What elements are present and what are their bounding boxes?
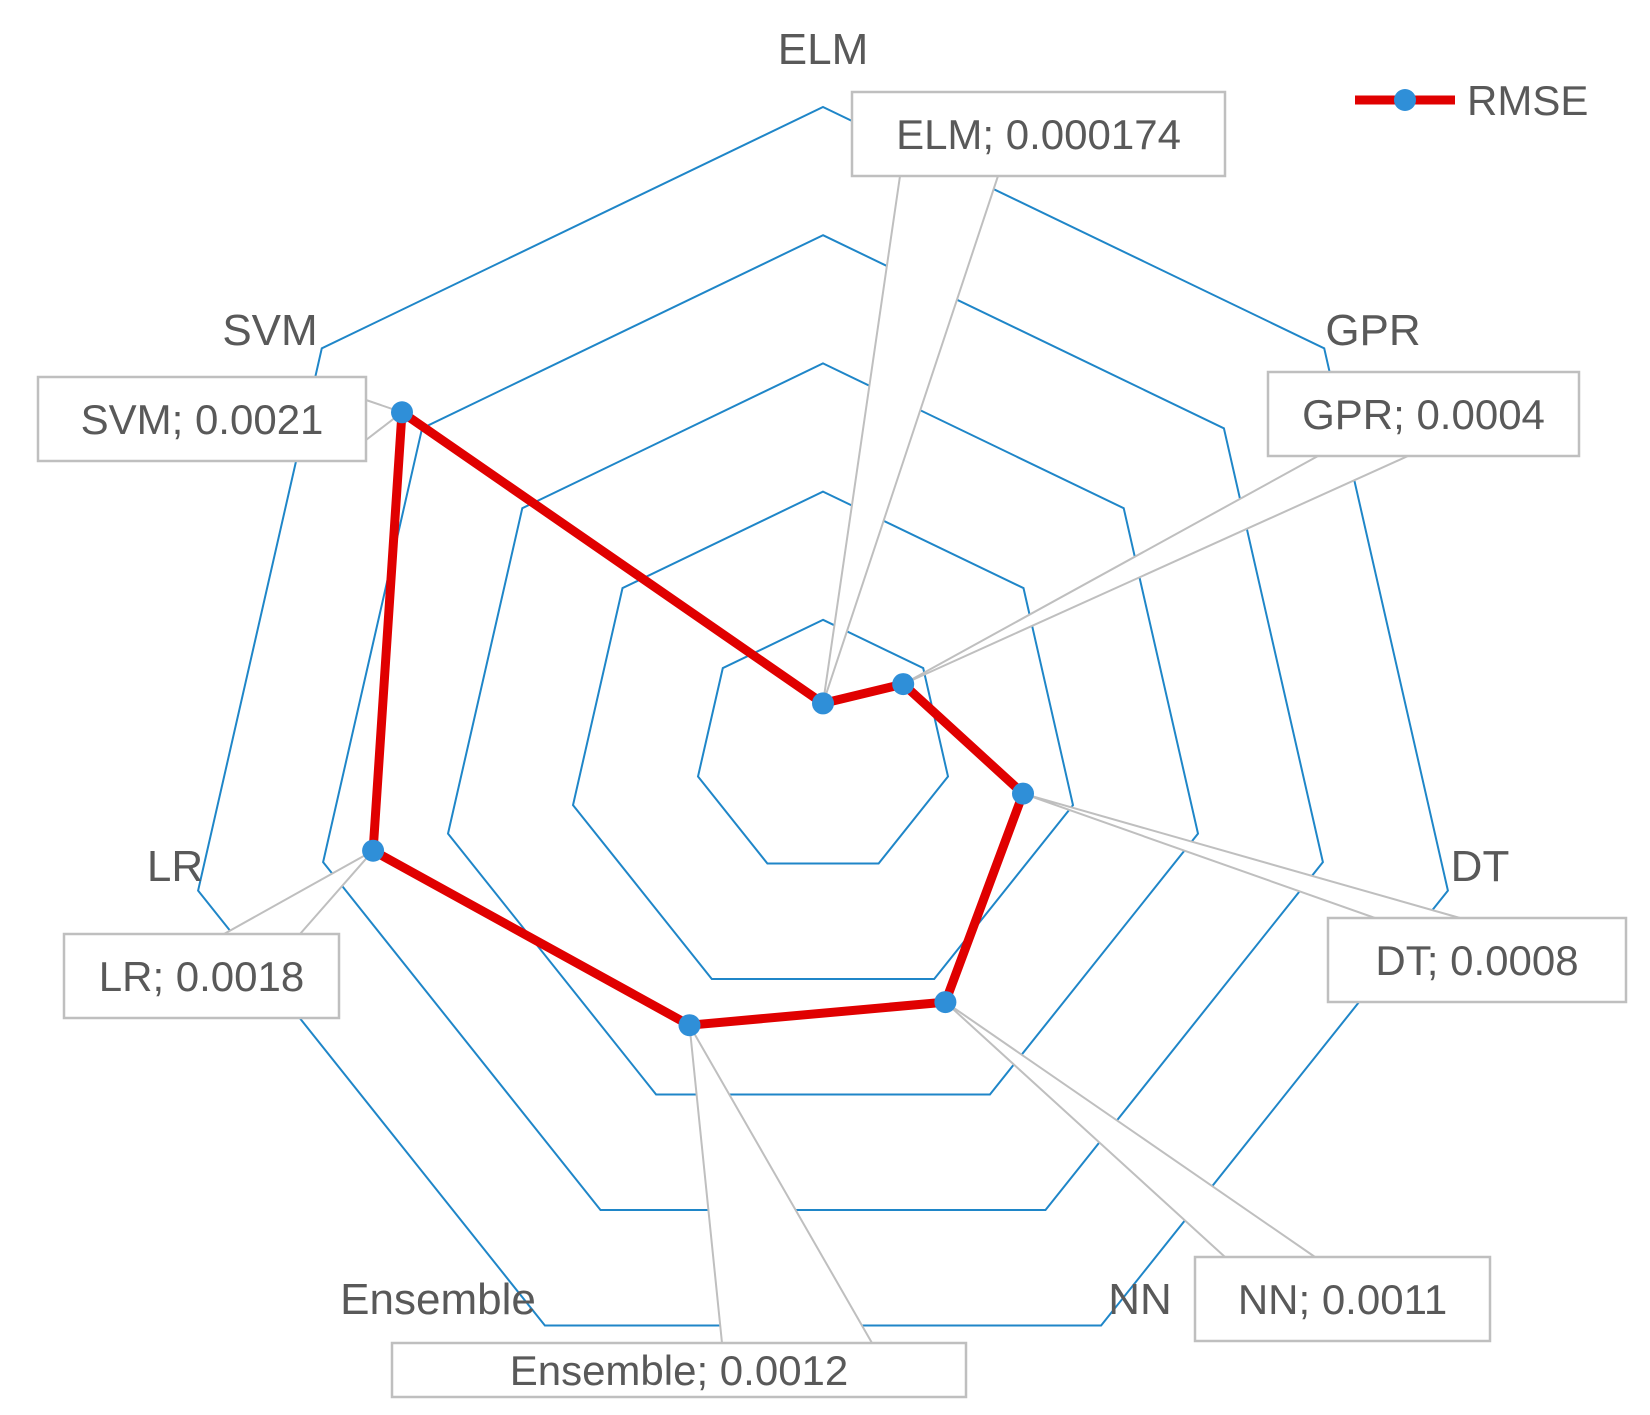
- data-point-svm: [391, 401, 413, 424]
- data-label-dt: DT; 0.0008: [1375, 937, 1578, 984]
- leader-nn: [944, 1001, 1319, 1258]
- data-label-box-gpr: [1266, 370, 1581, 458]
- axis-label-nn: NN: [1108, 1275, 1172, 1324]
- legend-marker: [1394, 89, 1416, 111]
- data-label-box-lr: [62, 932, 341, 1020]
- data-label-nn: NN; 0.0011: [1238, 1276, 1447, 1323]
- grid-ring-1: [696, 618, 950, 865]
- grid-ring-3: [446, 362, 1200, 1096]
- data-point-ensemble: [678, 1014, 701, 1037]
- data-point-nn: [934, 991, 957, 1014]
- axis-label-dt: DT: [1451, 842, 1510, 891]
- data-label-gpr: GPR; 0.0004: [1302, 391, 1545, 438]
- series-line-rmse: [368, 407, 1028, 1030]
- data-label-box-dt: [1326, 916, 1628, 1004]
- data-label-box-nn: [1193, 1255, 1492, 1343]
- data-label-ensemble: Ensemble; 0.0012: [510, 1347, 849, 1394]
- axis-label-gpr: GPR: [1325, 306, 1420, 355]
- data-label-elm: ELM; 0.000174: [896, 111, 1181, 158]
- axis-label-lr: LR: [147, 842, 203, 891]
- axis-label-svm: SVM: [222, 306, 317, 355]
- leader-ensemble: [688, 1024, 874, 1344]
- axis-label-layer: ELM GPR DT NN Ensemble LR SVM: [147, 25, 1509, 1324]
- leader-layer: [220, 175, 1461, 1344]
- leader-lr: [220, 849, 374, 935]
- axis-label-elm: ELM: [778, 25, 868, 74]
- leader-dt: [1022, 792, 1461, 919]
- grid-ring-2: [571, 490, 1075, 980]
- data-label-svm: SVM; 0.0021: [81, 396, 324, 443]
- series-layer: [362, 401, 1034, 1037]
- data-point-lr: [362, 839, 385, 862]
- data-label-box-elm: [850, 90, 1227, 178]
- data-label-box-svm: [36, 375, 368, 463]
- leader-elm: [822, 175, 1000, 704]
- data-point-elm: [812, 692, 834, 715]
- data-point-dt: [1012, 782, 1034, 805]
- data-label-lr: LR; 0.0018: [99, 953, 305, 1000]
- data-label-box-ensemble: [390, 1341, 968, 1399]
- data-point-gpr: [892, 673, 915, 696]
- legend-label: RMSE: [1467, 77, 1588, 124]
- data-label-layer: ELM; 0.000174 GPR; 0.0004 DT; 0.0008 NN; 0.…: [36, 90, 1628, 1399]
- legend: RMSE: [1355, 77, 1588, 124]
- axis-label-ensemble: Ensemble: [340, 1275, 536, 1324]
